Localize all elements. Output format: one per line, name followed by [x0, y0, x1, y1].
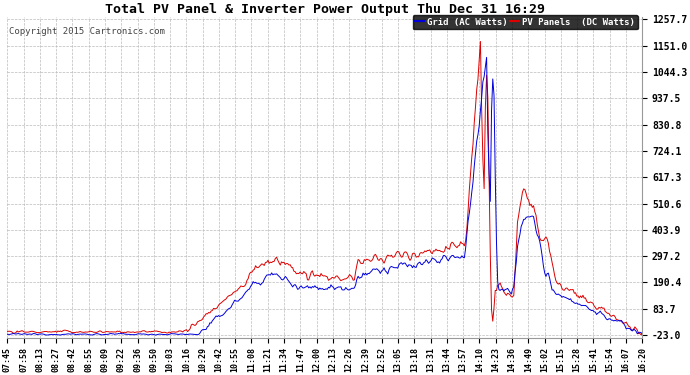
Text: Copyright 2015 Cartronics.com: Copyright 2015 Cartronics.com [8, 27, 164, 36]
Legend: Grid (AC Watts), PV Panels  (DC Watts): Grid (AC Watts), PV Panels (DC Watts) [413, 15, 638, 30]
Title: Total PV Panel & Inverter Power Output Thu Dec 31 16:29: Total PV Panel & Inverter Power Output T… [105, 3, 545, 16]
